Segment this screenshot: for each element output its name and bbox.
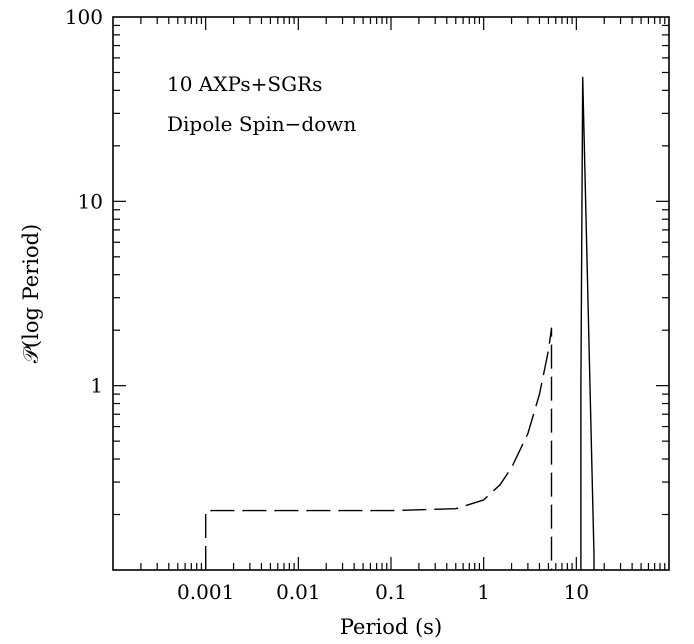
y-tick-label: 100 xyxy=(65,5,103,29)
x-axis-title: Period (s) xyxy=(340,615,442,639)
tick-labels: 0.001 0.01 0.1 1 10 1 10 100 xyxy=(65,5,589,604)
y-tick-label: 1 xyxy=(90,374,103,398)
annotation-sample: 10 AXPs+SGRs xyxy=(167,72,322,96)
y-tick-label: 10 xyxy=(78,189,103,213)
series-line-dashed xyxy=(204,327,553,570)
axis-ticks xyxy=(113,17,669,570)
data-lines xyxy=(204,76,595,570)
annotation-model: Dipole Spin−down xyxy=(167,112,356,136)
x-tick-label: 0.01 xyxy=(276,580,321,604)
x-tick-label: 0.001 xyxy=(177,580,234,604)
x-tick-label: 0.1 xyxy=(375,580,407,604)
x-tick-label: 10 xyxy=(564,580,589,604)
series-line-solid xyxy=(580,76,595,570)
y-axis-title: 𝒫(log Period) xyxy=(19,224,43,363)
x-tick-label: 1 xyxy=(477,580,490,604)
plot-frame xyxy=(112,16,670,571)
